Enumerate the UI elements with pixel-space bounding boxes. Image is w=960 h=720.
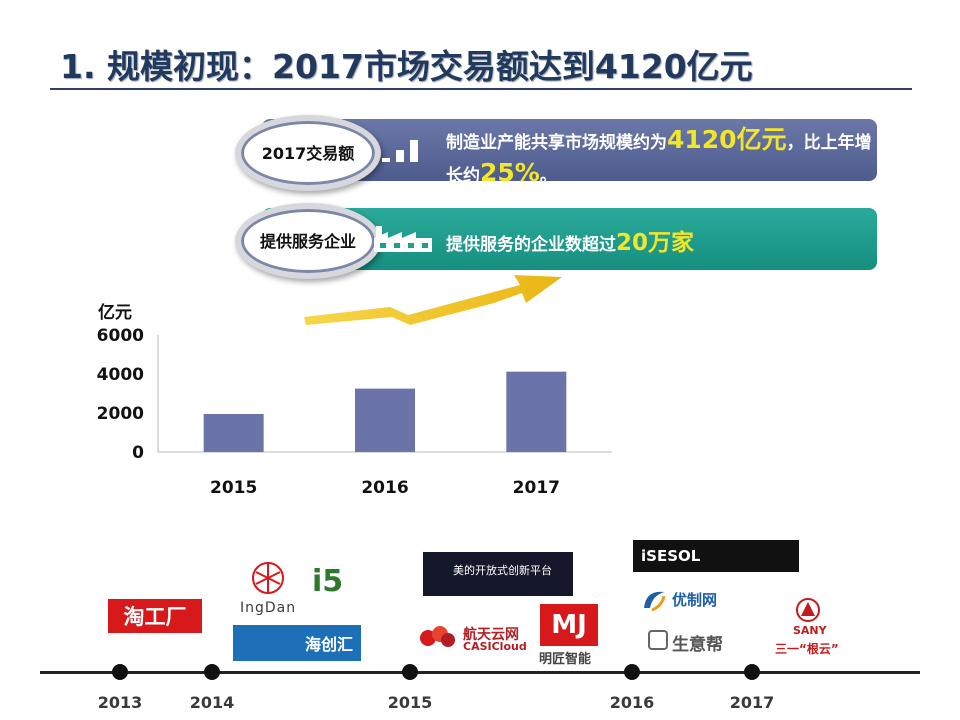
- youzhi-mark-icon: [644, 591, 666, 612]
- market-size-bar-chart: 亿元 0 2000 4000 6000 2015 2016 2017: [97, 302, 612, 498]
- shengyibang-mark-icon: [648, 630, 668, 650]
- bar-2017: [506, 371, 567, 452]
- timeline-dot-2013: [112, 664, 128, 680]
- timeline-year-label: 2013: [97, 693, 143, 712]
- mj-logo: MJ: [540, 604, 598, 646]
- y-tick-label: 6000: [97, 326, 144, 346]
- taogongchang-logo: 淘工厂: [108, 599, 202, 633]
- ingdan-mark-icon: [252, 562, 284, 594]
- midea-logo: 美的开放式创新平台: [423, 552, 573, 596]
- growth-rate-value: 25%: [480, 158, 540, 187]
- market-size-text: 制造业产能共享市场规模约为4120亿元，比上年增长约25%。: [446, 125, 872, 187]
- factory-icon: [374, 226, 432, 252]
- rising-arrow-icon: [304, 275, 562, 325]
- timeline-axis: [40, 671, 920, 674]
- sany-mark-icon: [796, 598, 820, 622]
- y-tick-label: 2000: [97, 404, 144, 424]
- service-enterprises-value: 20万家: [616, 230, 695, 256]
- timeline-year-label: 2014: [189, 693, 235, 712]
- sany-logo: SANY: [793, 624, 827, 637]
- timeline-dot-2017: [744, 664, 760, 680]
- timeline-dot-2015: [402, 664, 418, 680]
- service-enterprises-label: 提供服务企业: [260, 231, 357, 251]
- haichuanghui-logo: 海创汇: [233, 625, 361, 661]
- casicloud-logo-cn: 航天云网: [463, 627, 519, 643]
- youzhi-logo: 优制网: [672, 591, 718, 609]
- x-tick-label: 2015: [210, 478, 257, 498]
- market-size-value: 4120亿元: [667, 125, 787, 154]
- timeline-dot-2014: [204, 664, 220, 680]
- market-size-label: 2017交易额: [261, 143, 355, 163]
- timeline-year-label: 2017: [729, 693, 775, 712]
- service-enterprises-label-oval: 提供服务企业: [235, 203, 381, 279]
- isesol-logo: iSESOL: [633, 540, 799, 572]
- x-tick-label: 2016: [361, 478, 408, 498]
- bar-2015: [203, 413, 264, 452]
- sany-gengyun-logo: 三一“根云”: [775, 642, 839, 656]
- y-tick-label: 4000: [97, 365, 144, 385]
- i5-logo: i5: [312, 564, 344, 599]
- y-tick-label: 0: [132, 443, 144, 463]
- timeline-dot-2016: [624, 664, 640, 680]
- x-tick-label: 2017: [513, 478, 560, 498]
- mj-logo-label: 明匠智能: [539, 652, 592, 667]
- service-enterprises-text: 提供服务的企业数超过20万家: [446, 230, 695, 256]
- bar-2016: [355, 388, 415, 452]
- timeline-year-label: 2016: [609, 693, 655, 712]
- y-axis-unit-label: 亿元: [98, 302, 132, 323]
- casicloud-logo-en: CASICloud: [463, 640, 527, 653]
- market-size-label-oval: 2017交易额: [235, 115, 381, 191]
- title-divider: [50, 88, 912, 90]
- casicloud-mark-icon: [420, 626, 455, 647]
- shengyibang-logo: 生意帮: [672, 635, 723, 655]
- ingdan-logo: IngDan: [240, 600, 297, 616]
- page-title: 1. 规模初现：2017市场交易额达到4120亿元: [60, 47, 753, 86]
- bar-chart-icon: [382, 140, 418, 162]
- timeline-year-label: 2015: [387, 693, 433, 712]
